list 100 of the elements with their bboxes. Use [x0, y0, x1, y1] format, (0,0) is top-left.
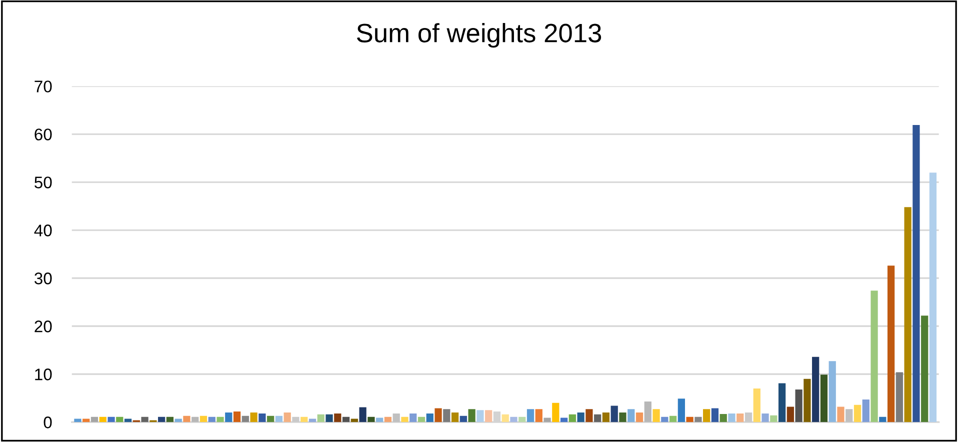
- bar: [242, 416, 249, 422]
- bar: [476, 410, 484, 422]
- bar: [225, 412, 232, 422]
- bar: [652, 409, 660, 422]
- bar: [594, 414, 602, 422]
- bar: [342, 416, 350, 422]
- bar: [518, 416, 526, 422]
- bar: [468, 409, 476, 422]
- bar: [762, 413, 769, 422]
- bar: [870, 290, 878, 422]
- bar: [568, 414, 576, 422]
- bar: [426, 413, 434, 422]
- bar: [443, 409, 450, 422]
- bar: [116, 416, 124, 422]
- bar: [183, 416, 190, 422]
- bar: [753, 388, 760, 422]
- bar: [586, 409, 593, 422]
- bar: [275, 416, 283, 422]
- chart-title: Sum of weights 2013: [356, 23, 602, 48]
- bar: [552, 402, 560, 422]
- bar: [694, 416, 702, 422]
- bar: [887, 266, 895, 422]
- bar: [401, 416, 408, 422]
- bar: [770, 415, 778, 422]
- y-tick-label: 50: [34, 176, 52, 188]
- bar: [879, 416, 886, 422]
- bar: [384, 416, 392, 422]
- y-tick-label: 40: [34, 224, 52, 236]
- bar: [166, 416, 174, 422]
- bar: [720, 414, 727, 422]
- bar: [678, 398, 685, 422]
- bar: [862, 400, 870, 422]
- y-tick-label: 10: [35, 368, 52, 380]
- bar: [577, 412, 584, 422]
- bar: [602, 412, 610, 422]
- bar: [108, 416, 115, 422]
- bar: [544, 418, 551, 422]
- bar: [74, 418, 82, 422]
- bar: [376, 418, 384, 422]
- bar: [636, 412, 644, 422]
- bar: [786, 406, 794, 422]
- bar: [711, 408, 719, 422]
- bar: [192, 416, 199, 422]
- bar: [728, 413, 736, 422]
- bar: [250, 412, 258, 422]
- bar: [837, 406, 844, 422]
- bar: [267, 416, 274, 422]
- y-tick-label: 20: [34, 320, 52, 332]
- bar: [661, 416, 668, 422]
- bar: [929, 172, 937, 422]
- bar: [804, 378, 811, 422]
- bar: [795, 389, 802, 422]
- bar: [485, 410, 492, 422]
- bar: [359, 407, 366, 422]
- bar: [410, 413, 417, 422]
- bar: [535, 409, 542, 422]
- bar: [451, 412, 459, 422]
- bar: [778, 383, 786, 422]
- bar: [90, 416, 98, 422]
- bar: [560, 418, 568, 422]
- bar: [610, 406, 618, 422]
- bar: [686, 416, 694, 422]
- bar: [904, 207, 912, 422]
- bar: [820, 374, 828, 422]
- bar: [736, 413, 744, 422]
- y-tick-label: 0: [44, 416, 52, 428]
- bar: [418, 416, 426, 422]
- bar: [258, 413, 266, 422]
- bar: [208, 416, 216, 422]
- bar: [854, 404, 862, 422]
- y-tick-label: 30: [34, 272, 52, 284]
- bar: [644, 401, 652, 422]
- bar: [216, 416, 224, 422]
- bar: [912, 125, 920, 422]
- bar: [292, 416, 300, 422]
- bar: [284, 412, 291, 422]
- bar: [669, 416, 677, 422]
- y-tick-label: 70: [34, 80, 52, 92]
- bar: [141, 416, 148, 422]
- bar: [921, 316, 928, 422]
- bar: [300, 416, 308, 422]
- bar: [744, 412, 752, 422]
- bar: [510, 416, 518, 422]
- bar: [326, 414, 333, 422]
- bar: [628, 409, 635, 422]
- bar: [233, 412, 241, 422]
- bar: [896, 372, 903, 422]
- bar: [828, 361, 836, 422]
- bar: [526, 409, 534, 422]
- bar: [99, 416, 106, 422]
- bar: [317, 414, 324, 422]
- bar: [703, 409, 710, 422]
- bar: [460, 416, 467, 422]
- bar: [502, 414, 509, 422]
- bar: [368, 416, 375, 422]
- y-tick-label: 60: [34, 128, 52, 140]
- bar: [812, 356, 820, 422]
- bar: [846, 409, 853, 422]
- bar: [619, 412, 626, 422]
- bar: [334, 413, 342, 422]
